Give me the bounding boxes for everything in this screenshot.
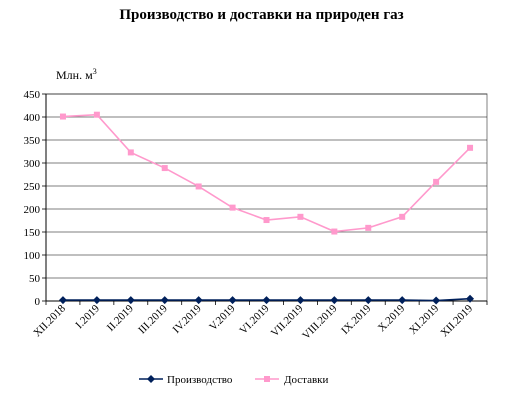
y-axis-unit-superscript: 3 — [92, 67, 97, 76]
legend-marker-deliveries — [264, 376, 270, 382]
x-tick-label: V.2019 — [207, 302, 238, 333]
data-point-deliveries — [229, 204, 236, 211]
data-point-deliveries — [161, 165, 168, 172]
data-point-deliveries — [127, 149, 134, 156]
data-point-production — [228, 296, 237, 305]
data-point-production — [364, 296, 373, 305]
y-tick-label: 350 — [24, 135, 41, 147]
y-tick-label: 0 — [35, 296, 41, 308]
chart-title: Производство и доставки на природен газ — [119, 7, 404, 23]
data-point-production — [92, 296, 101, 305]
data-point-production — [194, 296, 203, 305]
data-point-deliveries — [93, 111, 100, 118]
data-point-production — [262, 296, 271, 305]
y-axis-unit-text: Млн. м — [56, 68, 93, 82]
x-tick-label: VIII.2019 — [300, 302, 340, 342]
y-tick-label: 150 — [24, 227, 41, 239]
x-tick-label: XI.2019 — [407, 302, 442, 337]
data-point-production — [160, 296, 169, 305]
data-point-deliveries — [195, 183, 202, 190]
data-point-production — [432, 296, 441, 305]
data-point-deliveries — [467, 144, 474, 151]
y-tick-label: 250 — [24, 181, 41, 193]
y-tick-label: 200 — [24, 204, 41, 216]
y-tick-label: 50 — [29, 273, 41, 285]
data-point-production — [126, 296, 135, 305]
legend-marker-production — [147, 375, 155, 383]
data-point-production — [330, 296, 339, 305]
x-tick-label: X.2019 — [376, 302, 408, 334]
data-point-deliveries — [331, 228, 338, 235]
x-tick-label: XII.2019 — [438, 302, 475, 339]
y-axis-unit-label: Млн. м3 — [56, 67, 97, 83]
data-point-production — [58, 296, 67, 305]
y-tick-label: 450 — [24, 89, 41, 101]
data-point-production — [466, 294, 475, 303]
data-point-deliveries — [263, 217, 270, 224]
data-point-deliveries — [59, 113, 66, 120]
x-tick-label: IV.2019 — [171, 302, 205, 336]
y-tick-label: 100 — [24, 250, 41, 262]
legend-label-deliveries: Доставки — [284, 374, 329, 386]
data-point-deliveries — [399, 213, 406, 220]
plot-area — [45, 93, 488, 302]
x-tick-label: III.2019 — [136, 302, 170, 336]
x-tick-label: VI.2019 — [237, 302, 272, 337]
data-point-production — [398, 296, 407, 305]
data-point-deliveries — [433, 178, 440, 185]
x-tick-label: I.2019 — [73, 302, 102, 331]
data-point-deliveries — [365, 224, 372, 231]
legend-label-production: Производство — [167, 374, 233, 386]
data-point-production — [296, 296, 305, 305]
y-tick-label: 300 — [24, 158, 41, 170]
data-point-deliveries — [297, 213, 304, 220]
y-tick-label: 400 — [24, 112, 41, 124]
x-tick-label: IX.2019 — [339, 302, 374, 337]
x-tick-label: II.2019 — [105, 302, 137, 334]
